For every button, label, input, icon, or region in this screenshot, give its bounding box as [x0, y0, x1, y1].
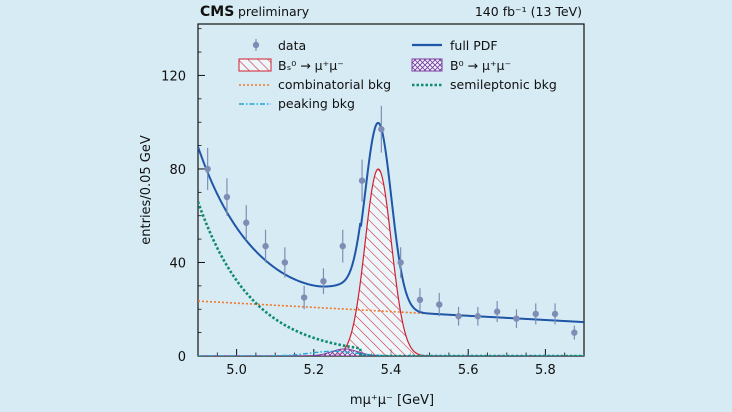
legend-full-pdf-label: full PDF: [450, 38, 498, 53]
luminosity-label: 140 fb⁻¹ (13 TeV): [475, 4, 582, 19]
legend-item-bs: Bₛ⁰ → μ⁺μ⁻: [238, 58, 344, 73]
y-tick-label: 80: [169, 163, 186, 178]
data-point: [262, 242, 269, 250]
data-point: [513, 315, 520, 322]
legend-item-full-pdf: full PDF: [412, 38, 498, 53]
x-tick-label: 5.4: [381, 363, 402, 378]
legend-bs-label: Bₛ⁰ → μ⁺μ⁻: [278, 58, 344, 73]
combinatorial-bkg-line: [198, 300, 584, 323]
legend-item-semileptonic: semileptonic bkg: [412, 77, 557, 92]
legend-data-marker: [252, 41, 260, 49]
data-point: [416, 296, 424, 304]
data-point: [281, 259, 289, 266]
legend-semileptonic-label: semileptonic bkg: [450, 77, 557, 92]
legend: data Bₛ⁰ → μ⁺μ⁻ combinatorial bkg peakin…: [238, 38, 557, 111]
full-pdf-line: [198, 121, 584, 324]
x-axis-title: mμ⁺μ⁻ [GeV]: [350, 393, 434, 408]
legend-data-label: data: [278, 38, 306, 53]
x-tick-label: 5.6: [458, 363, 479, 378]
data-point: [493, 308, 501, 315]
data-point: [378, 126, 385, 133]
y-tick-label: 120: [161, 69, 186, 84]
y-axis-title: entries/0.05 GeV: [139, 135, 154, 245]
data-point: [532, 310, 539, 318]
x-tick-label: 5.8: [535, 363, 556, 378]
legend-b0-label: B⁰ → μ⁺μ⁻: [450, 58, 511, 73]
legend-item-peaking: peaking bkg: [239, 96, 355, 111]
data-point: [358, 177, 366, 184]
data-point: [455, 313, 462, 320]
status-label: preliminary: [238, 4, 310, 19]
data-point: [320, 277, 327, 285]
x-tick-label: 5.2: [303, 363, 324, 378]
legend-bs-swatch: [238, 58, 272, 72]
data-point: [474, 313, 482, 320]
data-point: [300, 294, 308, 301]
semileptonic-bkg-line: [198, 201, 584, 356]
legend-item-data: data: [252, 38, 306, 53]
legend-peaking-label: peaking bkg: [278, 96, 355, 111]
data-point: [204, 165, 211, 173]
y-tick-label: 40: [169, 256, 186, 271]
data-point: [243, 219, 250, 226]
data-points: [204, 105, 578, 340]
data-point: [397, 259, 404, 266]
bs-signal-area: [198, 168, 584, 356]
legend-item-combinatorial: combinatorial bkg: [239, 77, 391, 92]
data-point: [223, 193, 231, 201]
legend-item-b0: B⁰ → μ⁺μ⁻: [411, 58, 511, 73]
data-point: [551, 310, 559, 318]
data-point: [571, 329, 578, 336]
x-tick-label: 5.0: [226, 363, 247, 378]
data-point: [436, 301, 443, 308]
y-tick-label: 0: [178, 350, 186, 365]
legend-combinatorial-label: combinatorial bkg: [278, 77, 391, 92]
data-point: [339, 242, 346, 250]
legend-b0-swatch: [411, 58, 443, 72]
experiment-label: CMS: [200, 4, 234, 20]
fit-components: [198, 121, 584, 356]
